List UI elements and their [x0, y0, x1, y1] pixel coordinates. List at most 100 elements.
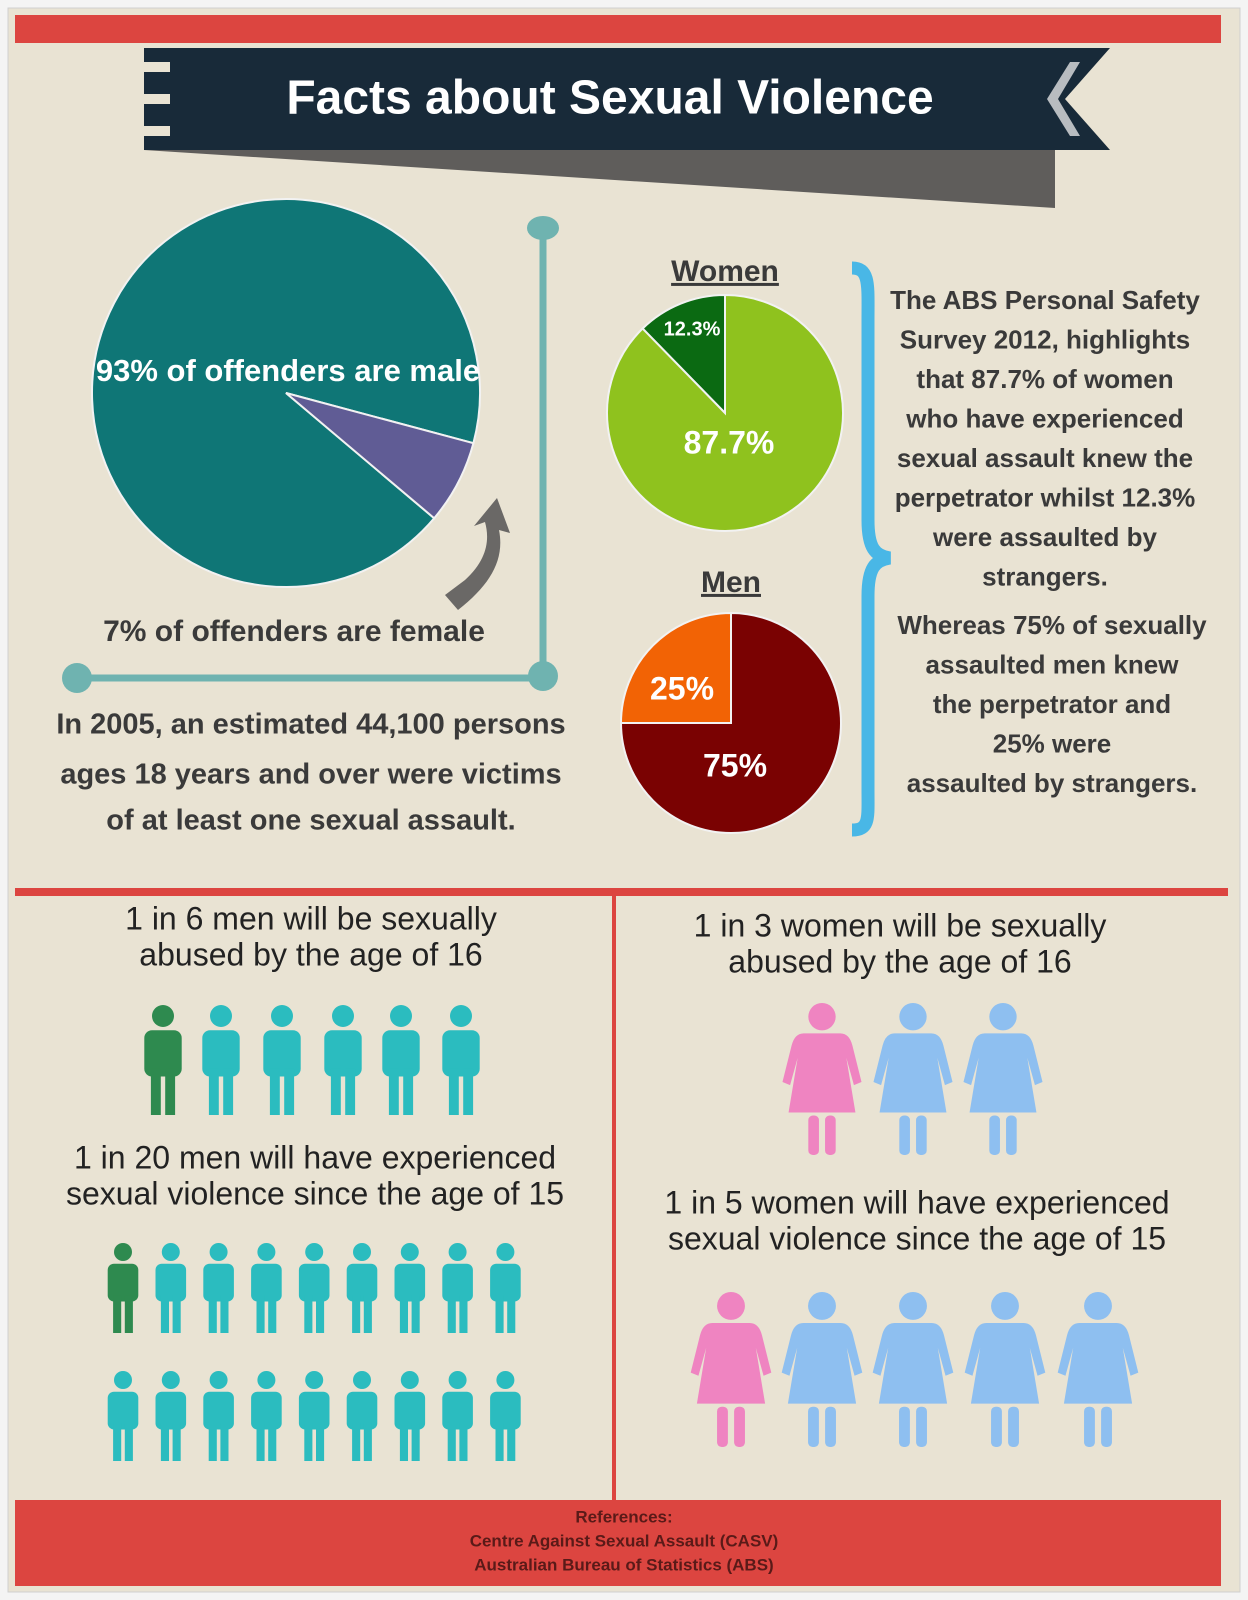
icon-head [209, 1371, 228, 1389]
text-line: who have experienced [905, 403, 1183, 433]
pie-title: Women [671, 255, 779, 288]
stat-line: abused by the age of 16 [728, 943, 1071, 979]
man-icon [107, 1371, 139, 1461]
pie-slice [619, 611, 732, 724]
icon-head [114, 1243, 132, 1261]
icon-head [400, 1243, 419, 1261]
man-icon [394, 1243, 426, 1333]
icon-body [203, 1391, 234, 1430]
icon-leg [403, 1068, 414, 1115]
icon-leg [113, 1423, 122, 1461]
man-icon [298, 1243, 330, 1333]
icon-head [717, 1292, 745, 1320]
icon-leg [345, 1068, 356, 1115]
woman-icon [872, 1292, 954, 1447]
icon-head [114, 1371, 132, 1389]
icon-head [448, 1371, 467, 1389]
stat-line: sexual violence since the age of 15 [668, 1220, 1166, 1256]
icon-leg [1084, 1406, 1095, 1447]
text-line: the perpetrator and [933, 689, 1171, 719]
title: Facts about Sexual Violence [286, 72, 933, 125]
icon-leg [208, 1295, 217, 1333]
icon-leg [899, 1115, 910, 1155]
divider [612, 896, 616, 1500]
icon-leg [448, 1068, 459, 1115]
text-line: perpetrator whilst 12.3% [895, 482, 1196, 512]
icon-head [991, 1292, 1019, 1320]
icon-leg [256, 1423, 265, 1461]
text-line: The ABS Personal Safety [890, 285, 1200, 315]
man-icon [251, 1243, 282, 1333]
icon-body [107, 1263, 139, 1302]
man-icon [144, 1005, 182, 1115]
icon-head [210, 1005, 232, 1027]
text-line: 25% were [993, 728, 1112, 758]
icon-leg [459, 1423, 468, 1461]
note-line: In 2005, an estimated 44,100 persons [56, 709, 565, 741]
icon-leg [388, 1068, 399, 1115]
value-label: 75% [703, 747, 767, 783]
icon-head [448, 1243, 467, 1261]
text-line: assaulted men knew [926, 649, 1180, 679]
woman-icon [781, 1292, 863, 1447]
icon-leg [208, 1068, 219, 1115]
reference-line: Australian Bureau of Statistics (ABS) [474, 1555, 773, 1574]
pie-label: 93% of offenders are male [96, 353, 480, 388]
icon-leg [899, 1406, 910, 1447]
man-icon [382, 1005, 420, 1115]
man-icon [490, 1371, 521, 1461]
top-bar [15, 15, 1221, 43]
woman-icon [1057, 1292, 1139, 1447]
icon-body [203, 1263, 234, 1302]
icon-leg [304, 1295, 313, 1333]
icon-leg [160, 1295, 169, 1333]
icon-leg [150, 1068, 161, 1115]
icon-dress [873, 1033, 953, 1113]
stat-line: sexual violence since the age of 15 [66, 1175, 564, 1211]
icon-body [107, 1391, 139, 1430]
icon-body [298, 1391, 330, 1430]
icon-leg [734, 1406, 745, 1447]
icon-head [209, 1243, 228, 1261]
man-icon [324, 1005, 362, 1115]
icon-head [257, 1371, 276, 1389]
icon-head [496, 1371, 515, 1389]
bottom-bar [15, 1500, 1221, 1586]
icon-body [490, 1391, 521, 1430]
icon-leg [172, 1295, 181, 1333]
text-line: that 87.7% of women [916, 364, 1173, 394]
pie-slice [619, 611, 842, 834]
icon-head [271, 1005, 293, 1027]
icon-leg [495, 1423, 504, 1461]
icon-head [1084, 1292, 1112, 1320]
icon-leg [1006, 1115, 1017, 1155]
icon-body [346, 1263, 378, 1302]
man-icon [394, 1371, 426, 1461]
icon-body [144, 1030, 182, 1077]
icon-body [155, 1263, 187, 1302]
value-label: 12.3% [664, 318, 721, 340]
divider [15, 888, 1228, 896]
pie-slice [606, 293, 844, 532]
banner-shadow [144, 150, 1055, 208]
text-line: sexual assault knew the [897, 443, 1193, 473]
man-icon [442, 1243, 473, 1333]
man-icon [298, 1371, 330, 1461]
man-icon [346, 1243, 378, 1333]
stat-line: abused by the age of 16 [139, 936, 482, 972]
icon-body [490, 1263, 521, 1302]
pie-title: Men [701, 566, 761, 599]
icon-head [450, 1005, 472, 1027]
icon-leg [447, 1295, 456, 1333]
icon-body [251, 1391, 282, 1430]
icon-body [346, 1391, 378, 1430]
icon-leg [316, 1295, 325, 1333]
icon-body [155, 1391, 187, 1430]
banner-stripe [144, 94, 170, 104]
icon-head [353, 1371, 371, 1389]
icon-leg [411, 1295, 420, 1333]
icon-body [442, 1391, 473, 1430]
man-icon [251, 1371, 282, 1461]
icon-dress [781, 1323, 863, 1404]
